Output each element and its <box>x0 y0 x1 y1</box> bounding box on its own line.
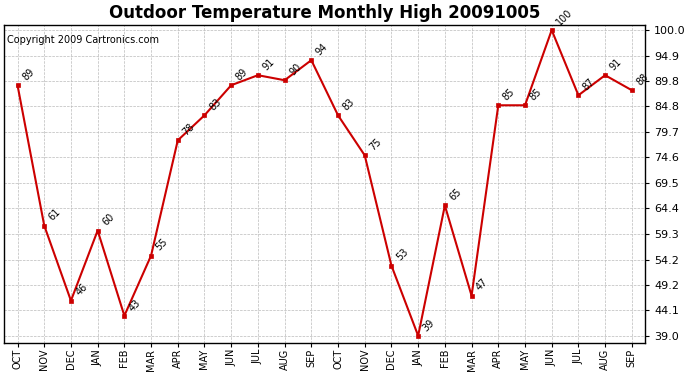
Text: 46: 46 <box>74 282 90 298</box>
Text: 61: 61 <box>47 207 63 223</box>
Text: 85: 85 <box>501 87 517 102</box>
Text: 78: 78 <box>181 122 197 138</box>
Text: 75: 75 <box>368 137 384 153</box>
Text: 43: 43 <box>127 297 143 313</box>
Title: Outdoor Temperature Monthly High 20091005: Outdoor Temperature Monthly High 2009100… <box>109 4 540 22</box>
Text: 91: 91 <box>261 57 277 72</box>
Text: 89: 89 <box>234 67 250 82</box>
Text: 53: 53 <box>394 247 410 263</box>
Text: 100: 100 <box>555 7 575 27</box>
Text: 65: 65 <box>448 187 464 203</box>
Text: 91: 91 <box>608 57 624 72</box>
Text: 87: 87 <box>581 76 597 93</box>
Text: 94: 94 <box>314 42 330 57</box>
Text: 55: 55 <box>154 237 170 253</box>
Text: 90: 90 <box>288 62 303 78</box>
Text: 83: 83 <box>341 97 357 112</box>
Text: 83: 83 <box>207 97 223 112</box>
Text: 60: 60 <box>101 212 116 228</box>
Text: 85: 85 <box>528 87 544 102</box>
Text: Copyright 2009 Cartronics.com: Copyright 2009 Cartronics.com <box>8 34 159 45</box>
Text: 39: 39 <box>421 317 437 333</box>
Text: 47: 47 <box>474 277 490 293</box>
Text: 89: 89 <box>20 67 36 82</box>
Text: 88: 88 <box>635 72 651 87</box>
